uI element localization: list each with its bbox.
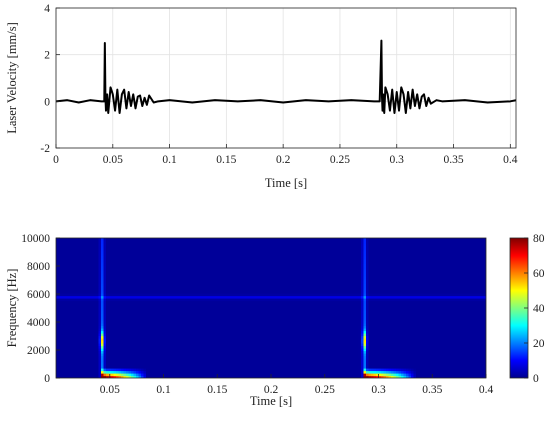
velocity-x-tick-label: 0.2 [276, 154, 291, 166]
velocity-x-tick-label: 0.15 [216, 154, 236, 166]
velocity-x-tick-label: 0.35 [443, 154, 463, 166]
velocity-x-tick-label: 0.4 [503, 154, 518, 166]
velocity-x-tick-label: 0.05 [103, 154, 123, 166]
velocity-x-tick-label: 0.25 [330, 154, 350, 166]
velocity-y-tick-label: 4 [44, 3, 50, 15]
velocity-y-tick-label: 0 [44, 96, 50, 108]
velocity-y-tick-label: 2 [44, 50, 50, 62]
spectrogram-cells [56, 238, 487, 379]
velocity-x-tick-label: 0 [53, 154, 59, 166]
velocity-x-tick-label: 0.1 [162, 154, 177, 166]
velocity-x-tick-label: 0.3 [390, 154, 405, 166]
velocity-x-axis-label: Time [s] [265, 176, 307, 190]
velocity-y-axis-label: Laser Velocity [mm/s] [5, 22, 19, 134]
velocity-plot-area [56, 8, 516, 148]
velocity-y-tick-label: -2 [40, 143, 50, 155]
